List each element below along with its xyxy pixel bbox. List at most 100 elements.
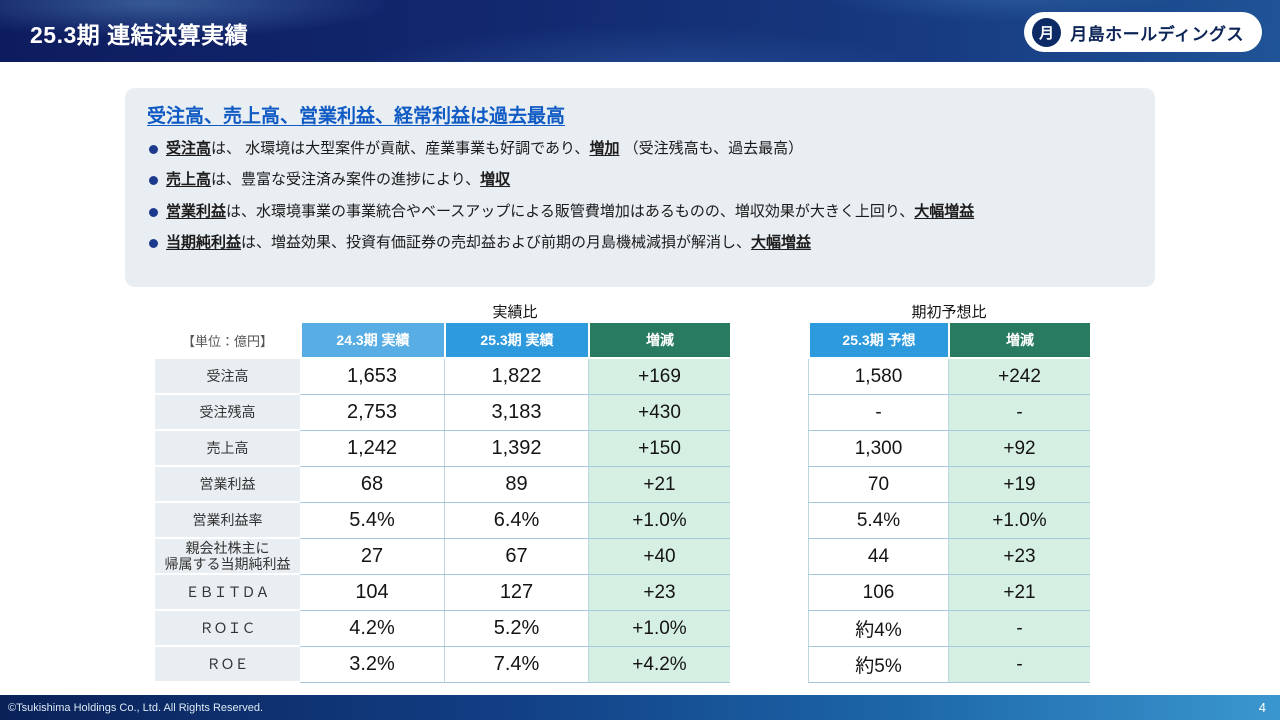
cell-24-actual: 68 xyxy=(300,467,444,503)
summary-bullet: 受注高は、 水環境は大型案件が貢献、産業事業も好調であり、増加 （受注残高も、過… xyxy=(147,139,1133,159)
cell-25-actual: 1,392 xyxy=(444,431,588,467)
group-header-vs-actual: 実績比 xyxy=(492,304,538,321)
table-column-gap xyxy=(730,539,808,575)
col-header-25-forecast: 25.3期 予想 xyxy=(808,323,948,359)
table-column-gap xyxy=(730,611,808,647)
header-bar: 25.3期 連結決算実績 月 月島ホールディングス xyxy=(0,0,1280,62)
table-column-gap xyxy=(730,431,808,467)
bullet-keyword: 営業利益 xyxy=(166,202,227,220)
row-label: 親会社株主に 帰属する当期純利益 xyxy=(155,539,300,575)
cell-25-actual: 6.4% xyxy=(444,503,588,539)
table-column-gap xyxy=(730,503,808,539)
cell-25-forecast: 1,580 xyxy=(808,359,948,395)
cell-change-vs-actual: +169 xyxy=(588,359,730,395)
cell-change-vs-actual: +1.0% xyxy=(588,611,730,647)
results-table: 【単位：億円】 24.3期 実績 25.3期 実績 増減 25.3期 予想 増減… xyxy=(155,323,1090,683)
cell-25-forecast: - xyxy=(808,395,948,431)
page-title: 25.3期 連結決算実績 xyxy=(30,22,249,48)
cell-24-actual: 2,753 xyxy=(300,395,444,431)
bullet-emphasis: 増収 xyxy=(480,171,511,189)
results-section: 実績比 期初予想比 【単位：億円】 24.3期 実績 25.3期 実績 増減 2… xyxy=(155,301,1090,683)
cell-25-actual: 5.2% xyxy=(444,611,588,647)
bullet-tail: （受注残高も、過去最高） xyxy=(619,140,804,157)
cell-25-actual: 1,822 xyxy=(444,359,588,395)
page-number: 4 xyxy=(1258,700,1266,715)
cell-change-vs-forecast: +21 xyxy=(948,575,1090,611)
summary-box: 受注高、売上高、営業利益、経常利益は過去最高 受注高は、 水環境は大型案件が貢献… xyxy=(125,88,1155,287)
cell-25-forecast: 1,300 xyxy=(808,431,948,467)
summary-heading: 受注高、売上高、営業利益、経常利益は過去最高 xyxy=(147,106,566,127)
cell-change-vs-actual: +150 xyxy=(588,431,730,467)
cell-change-vs-forecast: - xyxy=(948,611,1090,647)
row-label: ＲＯＥ xyxy=(155,647,300,683)
cell-change-vs-forecast: +242 xyxy=(948,359,1090,395)
bullet-text: は、水環境事業の事業統合やベースアップによる販管費増加はあるものの、増収効果が大… xyxy=(226,202,915,220)
cell-change-vs-forecast: - xyxy=(948,395,1090,431)
bullet-emphasis: 大幅増益 xyxy=(914,202,975,220)
unit-label: 【単位：億円】 xyxy=(155,323,300,359)
cell-25-forecast: 70 xyxy=(808,467,948,503)
cell-24-actual: 4.2% xyxy=(300,611,444,647)
bullet-emphasis: 大幅増益 xyxy=(751,233,812,251)
cell-25-forecast: 約4% xyxy=(808,611,948,647)
cell-24-actual: 1,242 xyxy=(300,431,444,467)
footer-bar: ©Tsukishima Holdings Co., Ltd. All Right… xyxy=(0,695,1280,720)
cell-25-actual: 89 xyxy=(444,467,588,503)
cell-change-vs-forecast: +92 xyxy=(948,431,1090,467)
cell-25-actual: 3,183 xyxy=(444,395,588,431)
cell-change-vs-actual: +1.0% xyxy=(588,503,730,539)
cell-25-actual: 7.4% xyxy=(444,647,588,683)
table-column-gap xyxy=(730,467,808,503)
cell-24-actual: 104 xyxy=(300,575,444,611)
cell-change-vs-actual: +40 xyxy=(588,539,730,575)
cell-25-forecast: 106 xyxy=(808,575,948,611)
col-header-change-actual: 増減 xyxy=(588,323,730,359)
bullet-keyword: 受注高 xyxy=(166,140,212,157)
group-header-vs-forecast: 期初予想比 xyxy=(911,304,987,321)
summary-bullet: 当期純利益は、増益効果、投資有価証券の売却益および前期の月島機械減損が解消し、大… xyxy=(147,233,1133,253)
bullet-keyword: 当期純利益 xyxy=(166,233,242,251)
bullet-text: は、増益効果、投資有価証券の売却益および前期の月島機械減損が解消し、 xyxy=(241,233,752,251)
bullet-text: は、豊富な受注済み案件の進捗により、 xyxy=(211,171,481,189)
cell-25-actual: 127 xyxy=(444,575,588,611)
summary-bullet: 営業利益は、水環境事業の事業統合やベースアップによる販管費増加はあるものの、増収… xyxy=(147,202,1133,222)
table-column-gap xyxy=(730,395,808,431)
cell-change-vs-forecast: +1.0% xyxy=(948,503,1090,539)
company-logo-icon: 月 xyxy=(1032,17,1062,47)
col-header-24-actual: 24.3期 実績 xyxy=(300,323,444,359)
bullet-emphasis: 増加 xyxy=(589,140,620,157)
company-logo: 月 月島ホールディングス xyxy=(1024,12,1262,52)
cell-25-forecast: 5.4% xyxy=(808,503,948,539)
copyright-text: ©Tsukishima Holdings Co., Ltd. All Right… xyxy=(8,701,264,714)
bullet-keyword: 売上高 xyxy=(166,171,212,189)
company-logo-text: 月島ホールディングス xyxy=(1070,24,1244,44)
row-label: 受注残高 xyxy=(155,395,300,431)
cell-25-actual: 67 xyxy=(444,539,588,575)
cell-change-vs-forecast: - xyxy=(948,647,1090,683)
cell-change-vs-actual: +23 xyxy=(588,575,730,611)
row-label: 営業利益 xyxy=(155,467,300,503)
cell-change-vs-actual: +21 xyxy=(588,467,730,503)
table-column-gap xyxy=(730,575,808,611)
cell-24-actual: 27 xyxy=(300,539,444,575)
row-label: 営業利益率 xyxy=(155,503,300,539)
table-column-gap xyxy=(730,323,808,359)
row-label: 受注高 xyxy=(155,359,300,395)
cell-25-forecast: 約5% xyxy=(808,647,948,683)
cell-24-actual: 3.2% xyxy=(300,647,444,683)
row-label: ＲＯＩＣ xyxy=(155,611,300,647)
slide-content: 受注高、売上高、営業利益、経常利益は過去最高 受注高は、 水環境は大型案件が貢献… xyxy=(0,62,1280,695)
table-column-gap xyxy=(730,359,808,395)
bullet-text: は、 水環境は大型案件が貢献、産業事業も好調であり、 xyxy=(211,140,590,157)
summary-bullet: 売上高は、豊富な受注済み案件の進捗により、増収 xyxy=(147,170,1133,190)
table-group-headers: 実績比 期初予想比 xyxy=(155,301,1090,323)
cell-change-vs-actual: +4.2% xyxy=(588,647,730,683)
cell-change-vs-forecast: +23 xyxy=(948,539,1090,575)
cell-25-forecast: 44 xyxy=(808,539,948,575)
cell-change-vs-forecast: +19 xyxy=(948,467,1090,503)
summary-bullet-list: 受注高は、 水環境は大型案件が貢献、産業事業も好調であり、増加 （受注残高も、過… xyxy=(147,139,1133,253)
cell-24-actual: 5.4% xyxy=(300,503,444,539)
row-label: ＥＢＩＴＤＡ xyxy=(155,575,300,611)
col-header-25-actual: 25.3期 実績 xyxy=(444,323,588,359)
